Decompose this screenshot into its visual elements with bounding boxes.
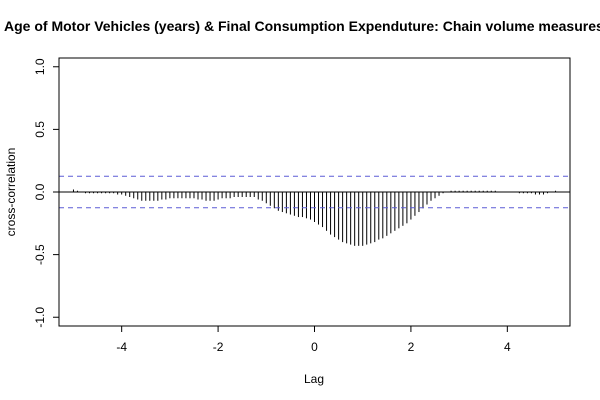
y-axis-ticks: -1.0 -0.5 0.0 0.5 1.0	[33, 58, 59, 328]
x-axis-ticks: -4 -2 0 2 4	[116, 326, 511, 354]
x-tick-label: -4	[116, 340, 127, 354]
chart-title: Age of Motor Vehicles (years) & Final Co…	[4, 18, 600, 34]
x-tick-label: 0	[311, 340, 318, 354]
y-axis-label: cross-correlation	[4, 148, 18, 237]
x-tick-label: 2	[408, 340, 415, 354]
x-tick-label: -2	[213, 340, 224, 354]
bars-group	[72, 189, 557, 246]
y-tick-label: -1.0	[33, 307, 47, 328]
x-axis-label: Lag	[304, 372, 324, 386]
y-tick-label: -0.5	[33, 244, 47, 265]
y-tick-label: 1.0	[33, 58, 47, 75]
x-tick-label: 4	[504, 340, 511, 354]
y-tick-label: 0.0	[33, 183, 47, 200]
y-tick-label: 0.5	[33, 121, 47, 138]
